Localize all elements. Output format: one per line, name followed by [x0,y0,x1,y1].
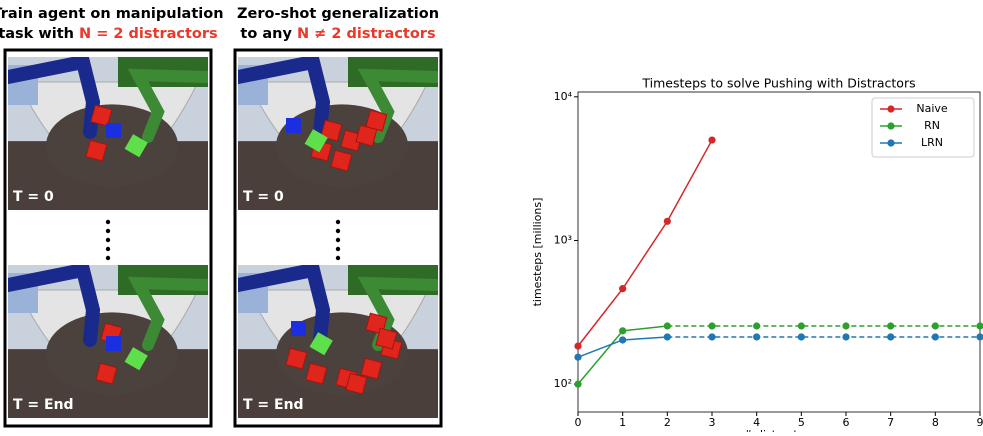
chart-title: Timesteps to solve Pushing with Distract… [641,76,915,91]
ellipsis-dot [336,229,340,233]
point [842,333,849,340]
x-tick-label: 0 [575,416,582,429]
frame-label: T = End [243,397,304,413]
panel-heading: task with N = 2 distractors [0,26,218,42]
frame-label: T = 0 [243,189,284,205]
ellipsis-dot [106,220,110,224]
ellipsis-dot [336,238,340,242]
panel-heading: to any N ≠ 2 distractors [240,26,435,42]
scene [238,57,438,210]
cube [361,358,382,379]
frame-label: T = 0 [13,189,54,205]
point [753,333,760,340]
cube [331,150,352,171]
point [708,136,715,143]
cube [306,363,327,384]
y-tick-label: 10⁴ [554,90,573,103]
point [619,336,626,343]
cube-blue [106,336,121,351]
series-line [578,326,667,384]
frame-label: T = End [13,397,74,413]
point [619,285,626,292]
point [976,322,983,329]
point [887,322,894,329]
ellipsis-dot [106,229,110,233]
heading-highlight: N = 2 distractors [79,26,218,42]
point [664,333,671,340]
point [708,333,715,340]
cube [86,140,107,161]
x-tick-label: 1 [619,416,626,429]
x-tick-label: 8 [932,416,939,429]
legend-label: RN [924,119,940,132]
heading-text: task with [0,26,79,42]
legend-label: LRN [921,136,943,149]
cube-blue [286,118,301,133]
point [619,327,626,334]
point [753,322,760,329]
cube-blue [291,321,306,336]
series-line [578,140,712,346]
heading-text: to any [240,26,297,42]
panel-heading: Train agent on manipulation [0,6,224,22]
x-tick-label: 7 [887,416,894,429]
cube [286,348,307,369]
heading-text: Zero-shot generalization [237,6,439,22]
x-tick-label: 9 [977,416,983,429]
point [842,322,849,329]
point [574,343,581,350]
point [798,333,805,340]
x-axis-label: # distractors [743,428,815,432]
scene-image [8,57,208,210]
y-tick-label: 10³ [554,233,572,246]
y-axis-label: timesteps [millions] [531,198,544,307]
ellipsis-dot [106,247,110,251]
point [932,322,939,329]
legend-label: Naive [916,102,948,115]
x-tick-label: 6 [843,416,850,429]
ellipsis-dot [106,238,110,242]
point [976,333,983,340]
cube [96,363,117,384]
point [664,322,671,329]
point [708,322,715,329]
ellipsis-dot [336,247,340,251]
cube [91,105,112,126]
scene [238,265,438,418]
cube [346,373,367,394]
point [574,354,581,361]
scene [8,57,208,210]
point [798,322,805,329]
scene [8,265,208,418]
heading-text: Train agent on manipulation [0,6,224,22]
point [574,381,581,388]
ellipsis-dot [336,256,340,260]
point [664,218,671,225]
legend-marker [887,139,894,146]
legend-marker [887,105,894,112]
legend-marker [887,122,894,129]
scene-image [8,265,208,418]
cube [366,110,387,131]
scene-image [238,265,438,418]
y-tick-label: 10² [554,377,572,390]
scene-image [238,57,438,210]
panel-heading: Zero-shot generalization [237,6,439,22]
cube [376,328,397,349]
cube-blue [106,123,121,138]
ellipsis-dot [336,220,340,224]
x-tick-label: 3 [709,416,716,429]
ellipsis-dot [106,256,110,260]
point [887,333,894,340]
x-tick-label: 2 [664,416,671,429]
point [932,333,939,340]
heading-highlight: N ≠ 2 distractors [297,26,436,42]
